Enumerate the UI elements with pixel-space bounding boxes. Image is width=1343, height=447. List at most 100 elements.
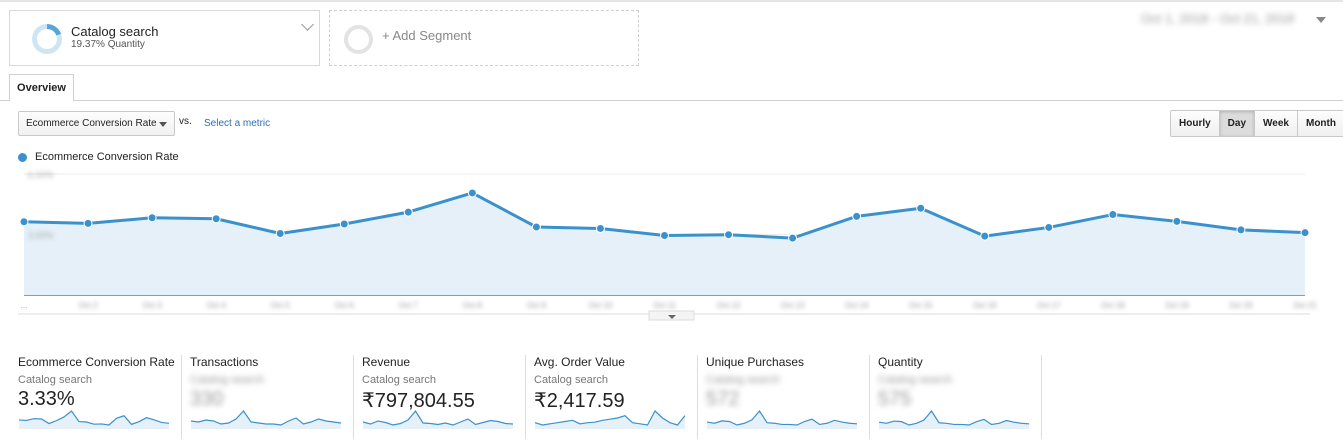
x-tick-label: Oct 2 — [78, 301, 98, 310]
scorecard-title: Unique Purchases — [706, 355, 805, 369]
x-tick-label: Oct 21 — [1293, 301, 1317, 310]
x-tick-label: ... — [21, 301, 28, 310]
sparkline-line — [18, 410, 170, 426]
x-tick-label: Oct 9 — [527, 301, 547, 310]
x-tick-label: Oct 11 — [653, 301, 677, 310]
sparkline — [190, 410, 342, 429]
data-point — [724, 230, 734, 240]
data-point — [275, 228, 285, 238]
scorecard-ecommerce-conversion-rate[interactable]: Ecommerce Conversion Rate Catalog search 3… — [18, 355, 178, 439]
time-granularity-toggle: Hourly Day Week Month — [1170, 110, 1343, 137]
scorecard-revenue[interactable]: Revenue Catalog search ₹797,804.55 — [362, 355, 522, 439]
data-point — [1236, 225, 1246, 235]
data-point — [1044, 222, 1054, 232]
segment-card[interactable]: Catalog search 19.37% Quantity — [9, 10, 320, 66]
x-tick-label: Oct 3 — [143, 301, 163, 310]
scorecard-title: Avg. Order Value — [534, 355, 625, 369]
x-tick-label: Oct 17 — [1037, 301, 1061, 310]
date-range-picker[interactable]: Oct 1, 2018 - Oct 21, 2018 — [1141, 11, 1295, 26]
scorecard-title: Transactions — [190, 355, 259, 369]
scorecard-title: Ecommerce Conversion Rate — [18, 355, 175, 369]
month-button[interactable]: Month — [1297, 111, 1343, 136]
scorecard-divider — [869, 355, 870, 439]
scorecard-value: 572 — [706, 388, 740, 410]
caret-down-icon — [159, 122, 167, 127]
data-point — [147, 213, 157, 223]
segment-donut-icon — [32, 24, 62, 54]
data-point — [852, 211, 862, 221]
x-tick-label: Oct 12 — [717, 301, 741, 310]
scorecard-segment: Catalog search — [706, 374, 780, 386]
hourly-button[interactable]: Hourly — [1171, 111, 1220, 136]
sparkline-line — [190, 410, 342, 426]
x-tick-label: Oct 15 — [909, 301, 933, 310]
primary-metric-select[interactable]: Ecommerce Conversion Rate — [18, 111, 175, 136]
chevron-down-icon[interactable] — [301, 18, 314, 31]
sparkline — [706, 409, 858, 429]
scorecard-value: 330 — [190, 388, 224, 410]
top-border — [0, 0, 1343, 2]
date-range-caret-icon[interactable] — [1316, 17, 1326, 23]
sparkline-line — [534, 410, 686, 426]
scorecard-unique-purchases[interactable]: Unique Purchases Catalog search 572 — [706, 355, 866, 439]
y-tick-label: 3.00% — [28, 231, 54, 241]
tab-overview[interactable]: Overview — [9, 74, 74, 101]
data-point — [595, 223, 605, 233]
legend-label: Ecommerce Conversion Rate — [35, 151, 179, 163]
scorecard-transactions[interactable]: Transactions Catalog search 330 — [190, 355, 350, 439]
scorecard-title: Revenue — [362, 355, 411, 369]
x-tick-label: Oct 8 — [463, 301, 483, 310]
data-point — [531, 222, 541, 232]
scorecard-value: 3.33% — [18, 388, 75, 410]
sparkline-line — [362, 409, 514, 426]
x-tick-label: Oct 5 — [271, 301, 291, 310]
data-point — [403, 207, 413, 217]
scorecard-divider — [181, 355, 182, 439]
scorecard-divider — [353, 355, 354, 439]
scorecard-divider — [1041, 355, 1042, 439]
data-point — [1172, 216, 1182, 226]
data-point — [660, 231, 669, 241]
data-point — [19, 217, 29, 227]
add-segment-label: + Add Segment — [382, 28, 472, 43]
scorecard-avg-order-value[interactable]: Avg. Order Value Catalog search ₹2,417.59 — [534, 355, 694, 439]
x-tick-label: Oct 14 — [845, 301, 869, 310]
data-point — [83, 218, 93, 228]
x-tick-label: Oct 4 — [207, 301, 227, 310]
data-point — [339, 219, 349, 229]
sparkline — [362, 409, 514, 429]
data-point — [1300, 228, 1310, 238]
x-tick-label: Oct 20 — [1229, 301, 1253, 310]
vs-label: vs. — [179, 116, 192, 127]
scorecard-value: 575 — [878, 388, 912, 410]
scorecard-quantity[interactable]: Quantity Catalog search 575 — [878, 355, 1038, 439]
y-tick-label: 6.00% — [28, 170, 54, 180]
day-button[interactable]: Day — [1219, 111, 1256, 136]
scorecard-title: Quantity — [878, 355, 923, 369]
x-tick-label: Oct 18 — [1101, 301, 1125, 310]
scorecard-value: ₹797,804.55 — [362, 390, 475, 412]
x-tick-label: Oct 7 — [399, 301, 419, 310]
sparkline — [878, 409, 1030, 429]
x-tick-label: Oct 10 — [589, 301, 613, 310]
scorecard-divider — [525, 355, 526, 439]
sparkline — [18, 410, 170, 429]
sparkline-line — [706, 409, 858, 426]
caret-down-icon — [668, 315, 676, 319]
add-segment-button[interactable]: + Add Segment — [329, 10, 639, 66]
sparkline — [534, 410, 686, 429]
scorecard-segment: Catalog search — [362, 374, 436, 386]
series-area — [24, 192, 1305, 295]
scorecard-segment: Catalog search — [534, 374, 608, 386]
select-metric-link[interactable]: Select a metric — [204, 118, 271, 129]
scorecard-segment: Catalog search — [18, 374, 92, 386]
week-button[interactable]: Week — [1255, 111, 1298, 136]
main-chart[interactable]: 6.00% 3.00%... Oct 2 Oct 3 Oct 4 Oct 5 Oct 6 Oc… — [0, 165, 1343, 325]
sparkline-area — [19, 411, 169, 429]
tab-divider — [0, 100, 1343, 101]
segment-name: Catalog search — [71, 24, 159, 39]
data-point — [788, 233, 798, 243]
sparkline-line — [878, 409, 1030, 426]
sparkline-area — [191, 411, 341, 429]
legend-dot-icon — [18, 153, 27, 162]
